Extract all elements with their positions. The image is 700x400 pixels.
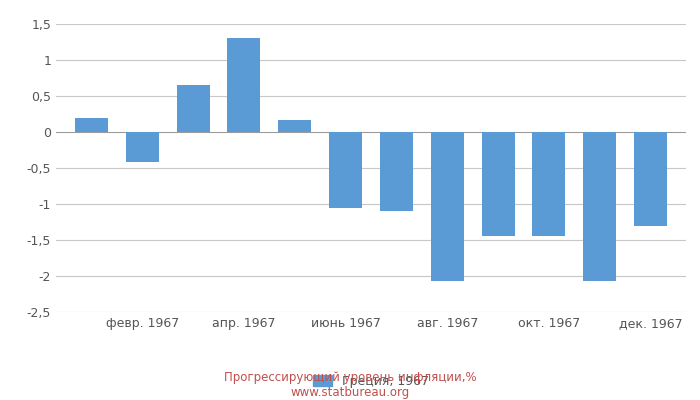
Bar [176, 85, 210, 132]
Bar [126, 132, 159, 162]
Bar [482, 132, 514, 236]
Legend: Греция, 1967: Греция, 1967 [308, 370, 434, 393]
Bar [279, 120, 312, 132]
Bar [634, 132, 667, 226]
Bar [583, 132, 616, 281]
Bar [380, 132, 413, 211]
Bar [430, 132, 463, 281]
Bar [228, 38, 260, 132]
Text: www.statbureau.org: www.statbureau.org [290, 386, 410, 399]
Text: Прогрессирующий уровень инфляции,%: Прогрессирующий уровень инфляции,% [224, 372, 476, 384]
Bar [532, 132, 566, 236]
Bar [329, 132, 362, 208]
Bar [75, 118, 108, 132]
